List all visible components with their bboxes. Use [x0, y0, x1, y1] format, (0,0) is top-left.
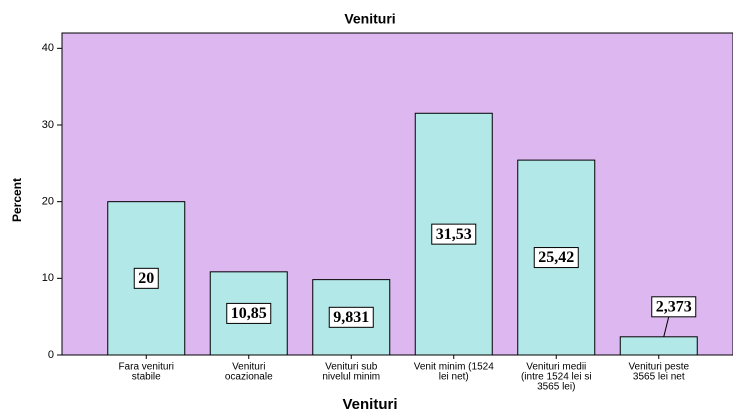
x-tick-label: Venituri sub — [325, 362, 378, 373]
x-tick-label: Venituri — [232, 362, 265, 373]
value-label-box — [133, 267, 159, 289]
chart-title: Venituri — [344, 11, 395, 27]
x-tick-label: Venit minim (1524 — [414, 362, 494, 373]
bar — [619, 336, 698, 356]
value-label: 25,42 — [538, 249, 574, 266]
value-label-box — [226, 302, 272, 324]
x-tick-label: stabile — [132, 372, 161, 383]
value-label: 10,85 — [231, 305, 267, 322]
x-tick-label: nivelul minim — [322, 372, 380, 383]
value-label-box — [651, 296, 697, 318]
value-label-box — [328, 306, 374, 328]
leader-line — [663, 316, 670, 337]
y-tick-label: 30 — [42, 119, 54, 131]
value-label: 31,53 — [436, 226, 472, 243]
value-label: 20 — [138, 270, 154, 287]
x-tick-label: Fara venituri — [118, 362, 174, 373]
value-label-box — [533, 247, 579, 269]
x-tick-label: Venituri medii — [526, 362, 586, 373]
x-tick-label: 3565 lei net — [633, 372, 685, 383]
value-label: 2,373 — [656, 298, 692, 315]
x-tick-label: lei net) — [439, 372, 469, 383]
x-tick-label: (intre 1524 lei si — [521, 372, 592, 383]
x-tick-label: Venituri peste — [628, 362, 689, 373]
y-tick-label: 40 — [42, 42, 54, 54]
y-tick-label: 20 — [42, 196, 54, 208]
y-tick-label: 10 — [42, 272, 54, 284]
value-label-box — [431, 223, 477, 245]
y-tick-label: 0 — [48, 349, 54, 361]
x-tick-label: ocazionale — [225, 372, 273, 383]
x-axis-label: Venituri — [342, 396, 397, 412]
value-label: 9,831 — [333, 309, 369, 326]
x-tick-label: 3565 lei) — [537, 382, 575, 393]
y-axis-label: Percent — [10, 178, 24, 222]
